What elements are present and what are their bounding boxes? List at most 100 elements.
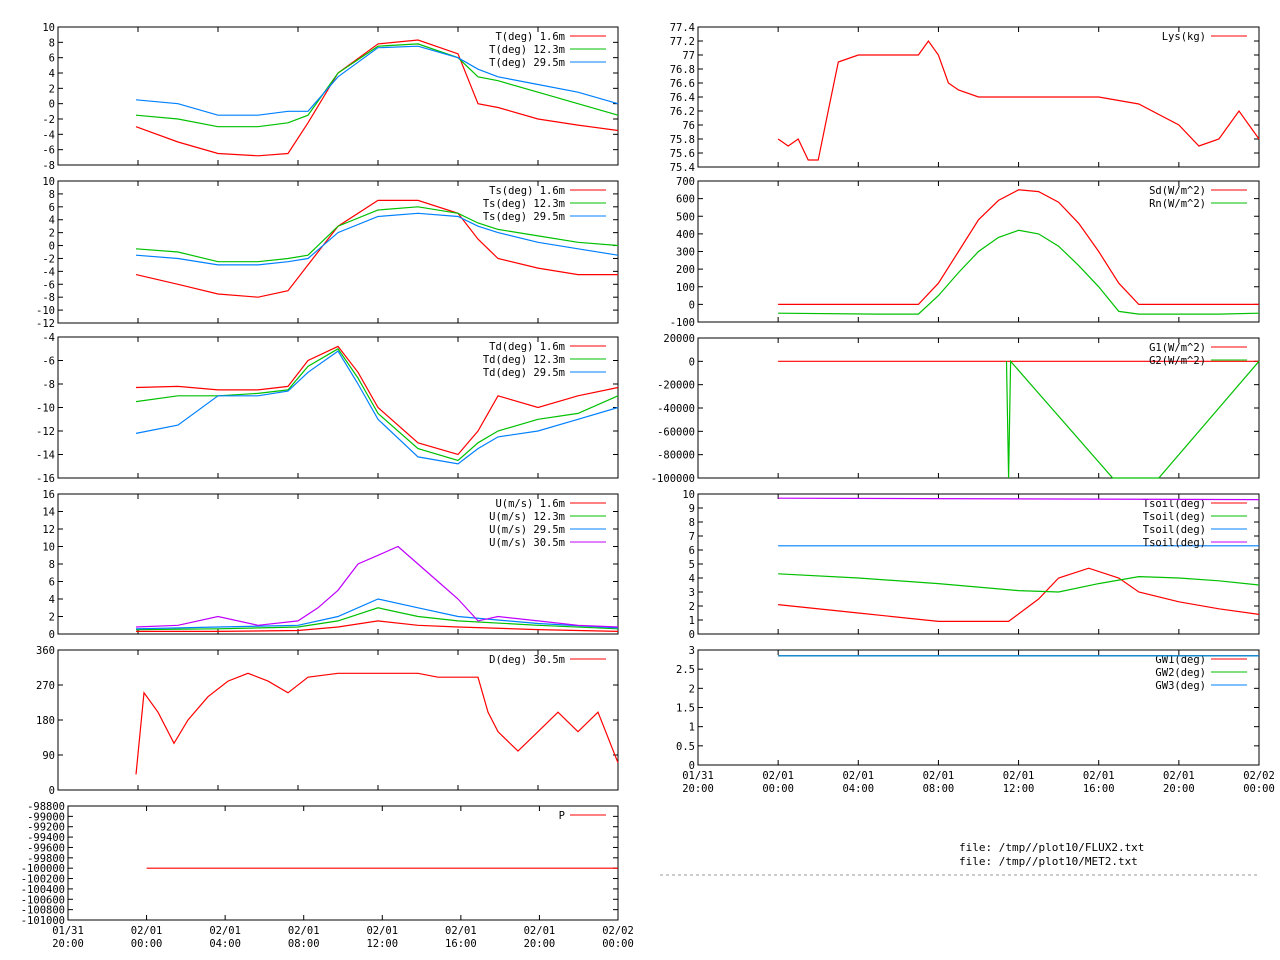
- x-tick-label-time: 20:00: [524, 938, 556, 950]
- series-line: [135, 598, 619, 630]
- y-tick-label: 10: [682, 489, 695, 501]
- series-line: [135, 545, 619, 628]
- y-tick-label: 400: [676, 229, 695, 241]
- y-tick-label: -6: [42, 145, 55, 157]
- series-line: [778, 567, 1260, 623]
- x-tick-label-date: 02/01: [923, 770, 955, 782]
- x-tick-label-time: 00:00: [1243, 783, 1275, 795]
- y-tick-label: 20000: [663, 333, 695, 345]
- panel-ground-water: 00.511.522.5301/3120:0002/0100:0002/0104…: [676, 645, 1275, 795]
- x-tick-label-time: 08:00: [288, 938, 320, 950]
- y-tick-label: 10: [42, 542, 55, 554]
- plot-frame: [57, 649, 619, 791]
- series-line: [1005, 359, 1260, 479]
- y-tick-label: 8: [49, 189, 55, 201]
- x-tick-label-time: 12:00: [366, 938, 398, 950]
- legend-label: Tsoil(deg): [1143, 498, 1206, 510]
- legend-label: GW3(deg): [1155, 680, 1206, 692]
- x-tick-label-time: 00:00: [131, 938, 163, 950]
- y-tick-label: 8: [49, 559, 55, 571]
- y-tick-label: 2.5: [676, 664, 695, 676]
- y-tick-label: -40000: [657, 403, 695, 415]
- y-tick-label: -12: [36, 426, 55, 438]
- series-line: [135, 607, 619, 631]
- y-tick-label: -14: [36, 450, 55, 462]
- x-tick-label-time: 04:00: [842, 783, 874, 795]
- y-tick-label: -100400: [21, 884, 65, 896]
- y-tick-label: 0: [689, 760, 695, 772]
- y-tick-label: 77.2: [670, 36, 695, 48]
- x-tick-label-date: 02/01: [366, 925, 398, 937]
- y-tick-label: 0: [689, 356, 695, 368]
- y-tick-label: -2: [42, 253, 55, 265]
- y-tick-label: -100800: [21, 905, 65, 917]
- y-tick-label: 76.6: [670, 78, 695, 90]
- y-tick-label: -8: [42, 292, 55, 304]
- series-line: [135, 347, 619, 462]
- y-tick-label: 4: [689, 573, 695, 585]
- x-tick-label-date: 02/01: [445, 925, 477, 937]
- y-tick-label: 76.2: [670, 106, 695, 118]
- y-tick-label: 270: [36, 680, 55, 692]
- panel-soil-temp: 012345678910Tsoil(deg)Tsoil(deg)Tsoil(de…: [682, 489, 1260, 641]
- legend-label: U(m/s) 1.6m: [495, 498, 565, 510]
- y-tick-label: 4: [49, 68, 55, 80]
- x-tick-label-date: 02/01: [209, 925, 241, 937]
- series-line: [778, 229, 1260, 315]
- x-tick-label-date: 02/02: [1243, 770, 1275, 782]
- y-tick-label: 10: [42, 22, 55, 34]
- legend-label: Ts(deg) 29.5m: [483, 211, 565, 223]
- x-tick-label-date: 02/01: [131, 925, 163, 937]
- legend-label: U(m/s) 12.3m: [489, 511, 565, 523]
- series-line: [135, 350, 619, 465]
- y-tick-label: -99200: [27, 822, 65, 834]
- y-tick-label: 600: [676, 194, 695, 206]
- y-tick-label: 0: [49, 99, 55, 111]
- series-line: [135, 206, 619, 263]
- plot-frame: [57, 26, 619, 166]
- x-tick-label-time: 20:00: [52, 938, 84, 950]
- y-tick-label: 8: [689, 517, 695, 529]
- series-line: [136, 620, 619, 633]
- footer-file-met: file: /tmp//plot10/MET2.txt: [959, 855, 1138, 868]
- y-tick-label: -6: [42, 356, 55, 368]
- y-tick-label: 77: [682, 50, 695, 62]
- x-tick-label-date: 02/01: [842, 770, 874, 782]
- y-tick-label: 16: [42, 489, 55, 501]
- legend-label: Rn(W/m^2): [1149, 198, 1206, 210]
- series-line: [778, 573, 1260, 593]
- legend-label: T(deg) 1.6m: [495, 31, 565, 43]
- y-tick-label: 1: [689, 722, 695, 734]
- panel-radiation: -100 0 100 200 300 400 500 600 700 Sd(W/m^2)Rn(W/…: [670, 176, 1260, 329]
- y-tick-label: 360: [36, 645, 55, 657]
- y-tick-label: 90: [42, 750, 55, 762]
- y-tick-label: 2: [689, 601, 695, 613]
- x-tick-label-time: 08:00: [923, 783, 955, 795]
- y-tick-label: 14: [42, 507, 55, 519]
- x-tick-label-date: 02/02: [602, 925, 634, 937]
- y-tick-label: 500: [676, 211, 695, 223]
- plot-frame: [57, 180, 619, 324]
- series-line: [778, 189, 1259, 305]
- legend-label: D(deg) 30.5m: [489, 654, 565, 666]
- x-tick-label-time: 16:00: [445, 938, 477, 950]
- y-tick-label: 2: [689, 683, 695, 695]
- x-tick-label-date: 01/31: [52, 925, 84, 937]
- x-tick-label-time: 00:00: [602, 938, 634, 950]
- legend-label: GW1(deg): [1155, 654, 1206, 666]
- panel-wind-direction: 0 90 180 270 360 D(deg) 30.5m: [36, 645, 619, 797]
- legend-label: U(m/s) 30.5m: [489, 537, 565, 549]
- panel-ground-flux: -100000 -80000 -60000 -40000 -20000 0 20000 G1(…: [651, 333, 1260, 485]
- series-line: [135, 345, 619, 456]
- y-tick-label: 6: [49, 202, 55, 214]
- y-tick-label: -80000: [657, 450, 695, 462]
- y-tick-label: -4: [42, 332, 55, 344]
- series-line: [135, 212, 619, 266]
- y-tick-label: 3: [689, 587, 695, 599]
- x-tick-label-date: 02/01: [1003, 770, 1035, 782]
- x-tick-label-date: 02/01: [762, 770, 794, 782]
- y-tick-label: -100000: [651, 473, 695, 485]
- y-tick-label: 10: [42, 176, 55, 188]
